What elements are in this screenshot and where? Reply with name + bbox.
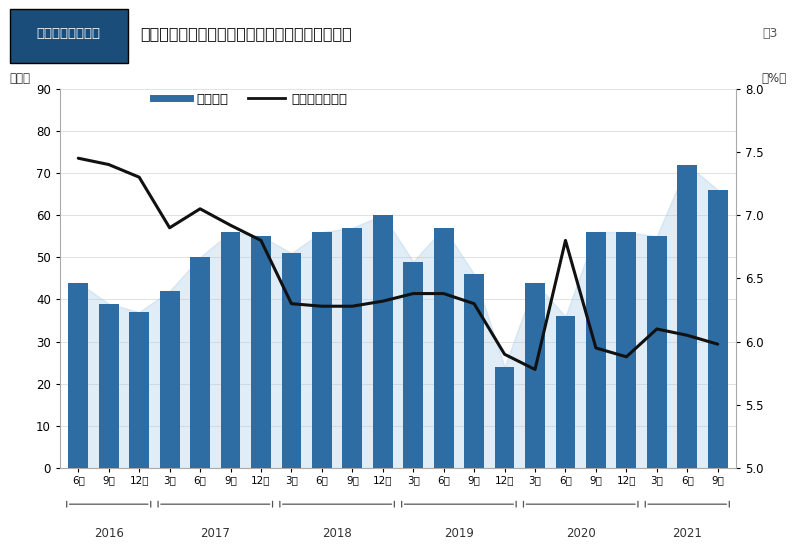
Text: 城北・城東エリア: 城北・城東エリア xyxy=(37,27,101,40)
Bar xyxy=(434,228,454,468)
Bar xyxy=(555,316,575,468)
Legend: 成約件数, 平均成約利回り: 成約件数, 平均成約利回り xyxy=(148,88,353,111)
Text: （件）: （件） xyxy=(10,72,30,85)
Bar xyxy=(251,236,271,468)
Bar xyxy=(586,232,606,468)
Bar xyxy=(342,228,362,468)
Bar xyxy=(373,215,393,468)
Bar xyxy=(494,367,514,468)
Text: 四半期ごと成約件数・平均成約表面利回りの推移: 四半期ごと成約件数・平均成約表面利回りの推移 xyxy=(140,25,352,40)
Bar xyxy=(130,312,149,468)
Bar xyxy=(525,283,545,468)
Text: 2016: 2016 xyxy=(94,527,124,540)
FancyBboxPatch shape xyxy=(10,9,128,63)
Text: 2020: 2020 xyxy=(566,527,595,540)
Bar xyxy=(282,253,302,468)
Bar xyxy=(221,232,241,468)
Bar xyxy=(160,291,179,468)
Bar xyxy=(464,274,484,468)
Bar xyxy=(68,283,88,468)
Text: 2019: 2019 xyxy=(444,527,474,540)
Text: 2017: 2017 xyxy=(200,527,230,540)
Bar xyxy=(647,236,666,468)
Bar xyxy=(99,304,118,468)
Text: 図3: 図3 xyxy=(762,27,778,40)
Bar xyxy=(312,232,332,468)
Text: （%）: （%） xyxy=(762,72,786,85)
Bar xyxy=(678,165,697,468)
Text: 2021: 2021 xyxy=(672,527,702,540)
Bar xyxy=(708,190,728,468)
Bar xyxy=(190,257,210,468)
Text: 2018: 2018 xyxy=(322,527,352,540)
Bar xyxy=(403,261,423,468)
Bar xyxy=(617,232,636,468)
